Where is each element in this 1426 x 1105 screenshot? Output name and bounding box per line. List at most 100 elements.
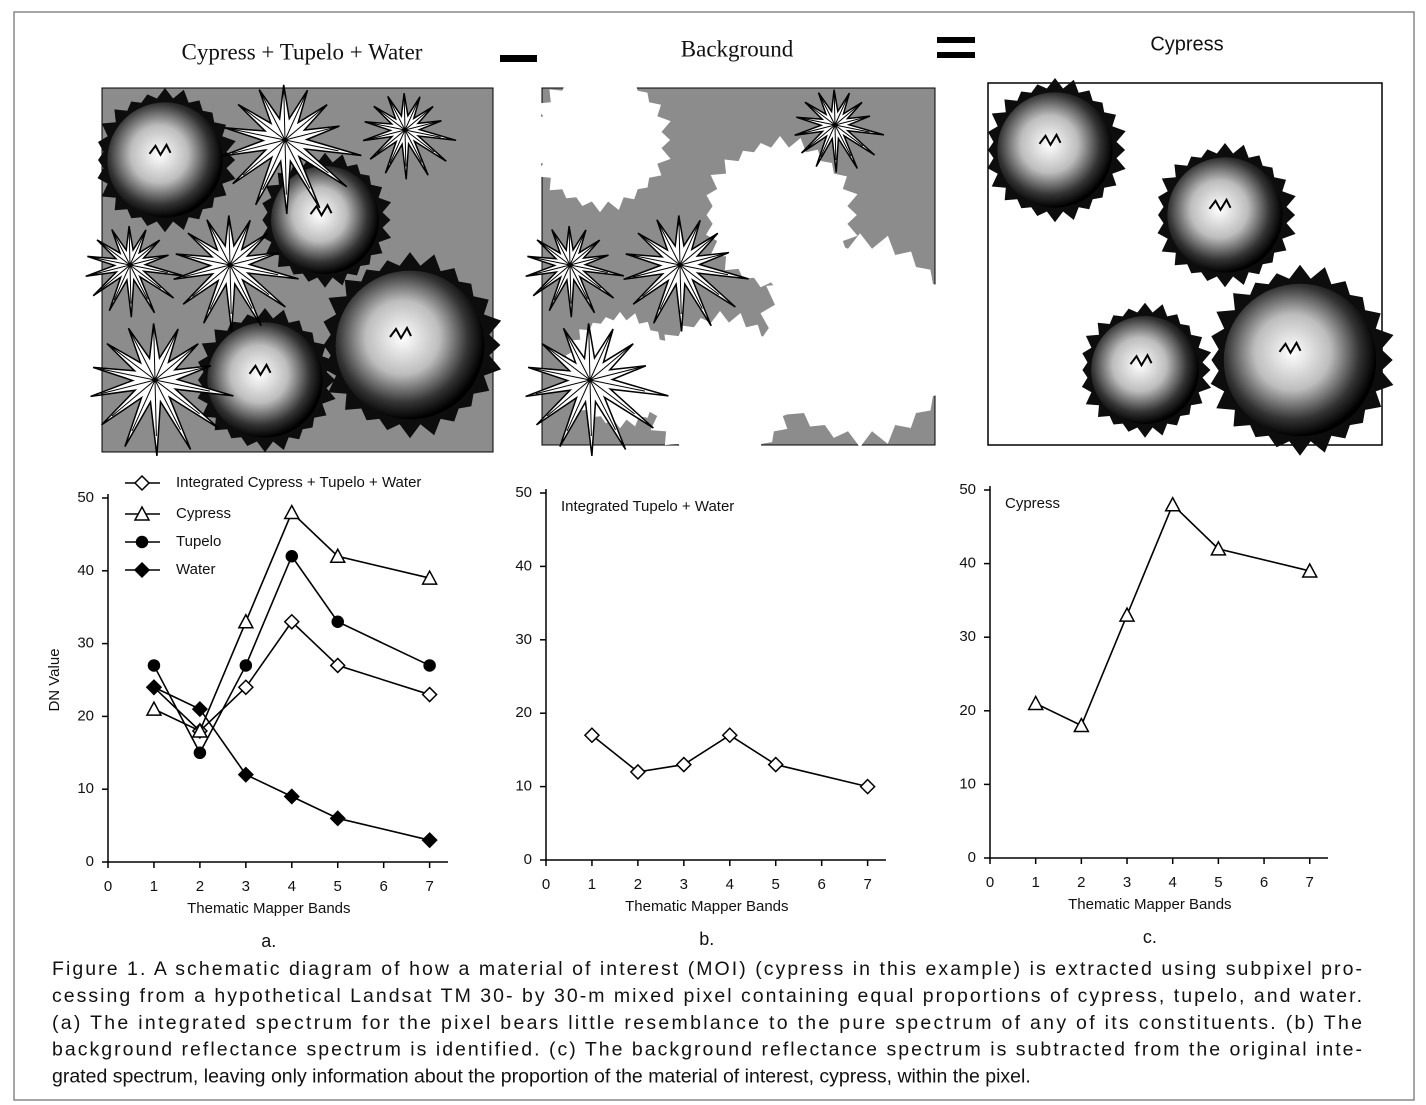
tupelo-vein — [800, 117, 836, 126]
tupelo-vein — [564, 329, 591, 381]
series-line — [153, 620, 430, 733]
tupelo-vein — [209, 264, 231, 310]
caption-line: grated spectrum, leaving only informatio… — [52, 1065, 1031, 1087]
tupelo-star — [90, 323, 234, 456]
tupelo-vein — [404, 120, 441, 131]
data-point — [329, 547, 346, 563]
cypress-crown — [997, 92, 1113, 208]
y-tick-label: 30 — [515, 631, 532, 648]
tupelo-vein — [284, 139, 339, 152]
tupelo-vein — [100, 264, 131, 291]
tupelo-vein — [229, 264, 253, 309]
tupelo-vein — [259, 91, 286, 141]
tupelo-vein — [532, 256, 571, 266]
tupelo-vein — [679, 252, 728, 266]
cypress-detail — [389, 325, 412, 340]
tupelo-vein — [659, 264, 681, 310]
tupelo-vein — [834, 115, 870, 126]
tupelo-vein — [820, 124, 836, 158]
tupelo-star — [173, 215, 299, 332]
tupelo-vein — [182, 264, 231, 278]
cypress-crown — [335, 270, 485, 420]
x-tick-label: 0 — [104, 878, 112, 895]
tupelo-vein — [403, 93, 406, 131]
tupelo-vein — [834, 124, 837, 161]
tupelo-vein — [631, 254, 681, 266]
tupelo-vein — [679, 264, 720, 296]
tupelo-vein — [129, 255, 168, 266]
tupelo-vein — [229, 252, 278, 266]
data-point — [237, 613, 255, 629]
tupelo-vein — [834, 124, 870, 133]
cypress-detail — [1038, 132, 1062, 147]
y-tick-label: 0 — [968, 849, 976, 866]
data-point — [1164, 496, 1181, 512]
tupelo-vein — [546, 379, 591, 417]
tupelo-vein — [679, 233, 718, 266]
cypress-detail — [148, 142, 172, 157]
x-tick-label: 7 — [1306, 874, 1314, 891]
x-tick-label: 1 — [1032, 874, 1040, 891]
y-tick-label: 20 — [959, 702, 976, 719]
tupelo-vein — [404, 96, 421, 131]
tupelo-vein — [129, 264, 148, 300]
data-point — [421, 686, 438, 703]
data-point — [629, 763, 646, 780]
tupelo-vein — [632, 264, 681, 278]
legend-label: Cypress — [1005, 495, 1060, 512]
legend-label: Tupelo — [176, 533, 221, 550]
y-tick-label: 30 — [77, 635, 94, 652]
x-axis-label: Thematic Mapper Bands — [625, 898, 788, 915]
tupelo-vein — [678, 216, 681, 266]
tupelo-vein — [404, 106, 434, 131]
tupelo-vein — [389, 129, 406, 164]
tupelo-vein — [192, 264, 231, 297]
tupelo-vein — [154, 379, 200, 415]
x-axis-label: Thematic Mapper Bands — [1068, 896, 1231, 913]
x-tick-label: 2 — [634, 876, 642, 893]
tupelo-vein — [535, 368, 591, 381]
data-point — [145, 679, 163, 696]
tupelo-vein — [100, 379, 156, 395]
x-tick-label: 7 — [863, 876, 871, 893]
tupelo-vein — [284, 139, 329, 174]
tupelo-vein — [100, 368, 156, 381]
tupelo-vein — [569, 264, 588, 300]
tupelo-vein — [231, 139, 286, 154]
y-tick-label: 10 — [959, 775, 976, 792]
x-tick-label: 0 — [986, 874, 994, 891]
tupelo-vein — [154, 379, 210, 392]
background-crown — [646, 311, 798, 470]
series-line — [153, 686, 430, 841]
tupelo-vein — [92, 264, 131, 275]
tupelo-vein — [589, 379, 645, 392]
tupelo-vein — [818, 93, 836, 126]
legend-marker — [133, 561, 151, 579]
tupelo-vein — [806, 103, 836, 126]
tupelo-vein — [241, 106, 286, 141]
x-tick-label: 4 — [288, 878, 296, 895]
cypress-detail — [1278, 340, 1302, 355]
data-point — [1073, 716, 1090, 733]
tupelo-vein — [569, 229, 587, 266]
tupelo-vein — [657, 221, 681, 266]
tupelo-vein — [833, 89, 836, 126]
tupelo-vein — [540, 264, 571, 291]
x-tick-label: 7 — [425, 878, 433, 895]
tupelo-vein — [834, 124, 852, 157]
y-tick-label: 0 — [86, 853, 94, 870]
legend-label: Cypress — [176, 505, 231, 522]
tupelo-vein — [679, 264, 729, 276]
tupelo-vein — [375, 107, 406, 131]
caption-line: background reflectance spectrum is ident… — [52, 1039, 1362, 1061]
tupelo-vein — [129, 264, 132, 304]
tupelo-vein — [228, 216, 231, 266]
tupelo-vein — [229, 264, 279, 276]
tupelo-vein — [190, 234, 231, 266]
series-line — [153, 511, 430, 733]
tupelo-star — [85, 225, 185, 318]
panel-title: Cypress — [1150, 33, 1223, 55]
tupelo-vein — [229, 233, 268, 266]
